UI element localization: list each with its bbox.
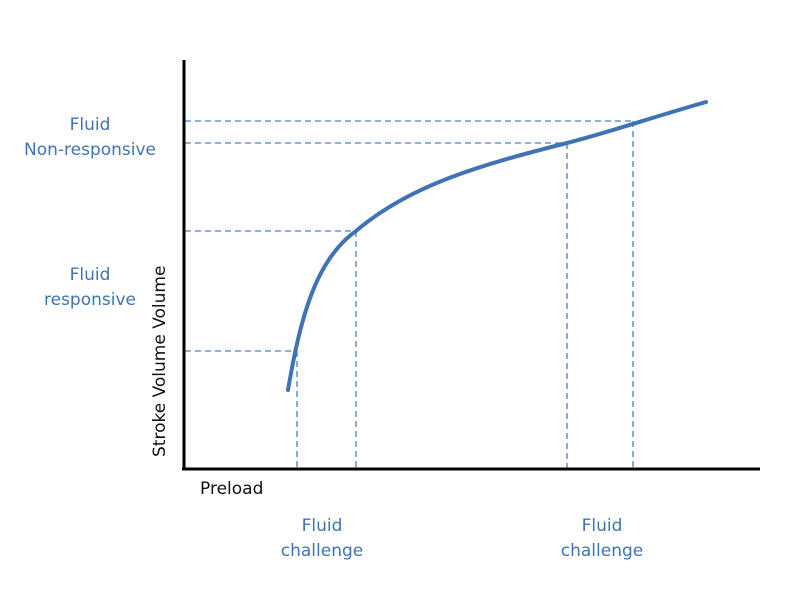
responsive-label-line-1: Fluid <box>70 265 111 285</box>
left-challenge-label-line-1: Fluid <box>302 516 343 536</box>
right-challenge-label-line-2: challenge <box>561 541 643 561</box>
left-challenge-label-line-2: challenge <box>281 541 363 561</box>
guide-lines <box>185 120 634 468</box>
x-axis-label: Preload <box>200 479 263 499</box>
stroke-volume-curve <box>286 100 708 392</box>
right-challenge-label-line-1: Fluid <box>582 516 623 536</box>
non-responsive-label-line-2: Non-responsive <box>24 140 156 160</box>
y-axis-label: Stroke Volume Volume <box>150 266 170 457</box>
non-responsive-label-line-1: Fluid <box>70 115 111 135</box>
responsive-label-line-2: responsive <box>44 290 136 310</box>
